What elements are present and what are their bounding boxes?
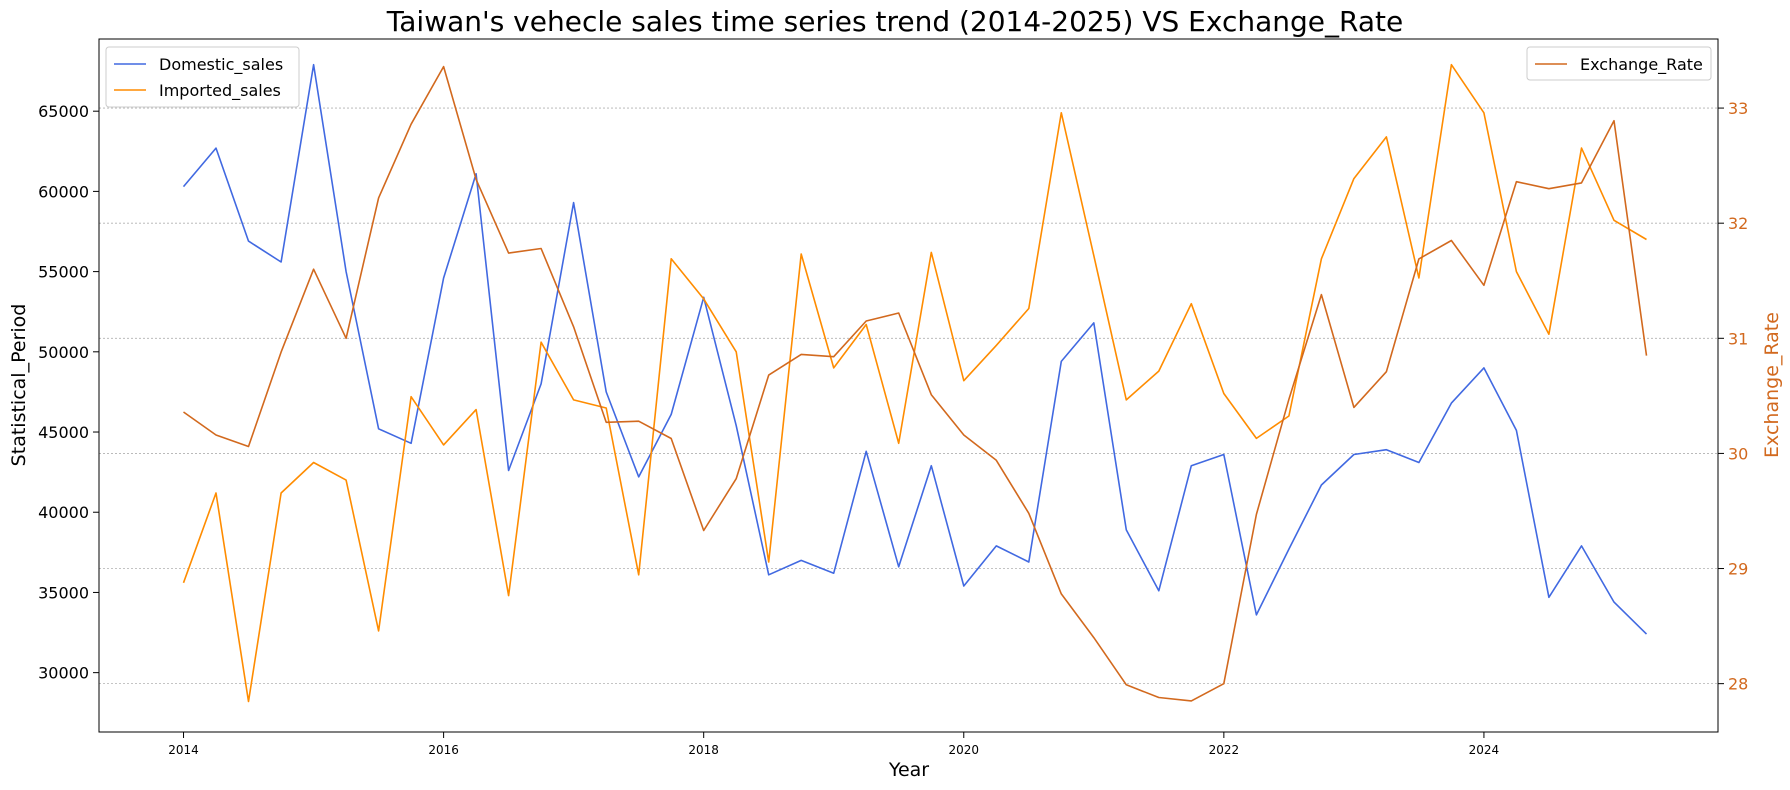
y-tick-label: 45000 xyxy=(38,423,89,442)
y-axis-label: Statistical_Period xyxy=(8,304,30,467)
y-axis-left: 30000 35000 40000 45000 50000 55000 60000 65000 xyxy=(38,102,99,683)
legend-left: Domestic_sales Imported_sales xyxy=(105,46,300,108)
grid-lines xyxy=(99,107,1718,685)
legend-right-box xyxy=(1526,46,1712,81)
series-layer xyxy=(182,63,1648,703)
y-tick-label: 60000 xyxy=(38,182,89,201)
plot-area-frame xyxy=(98,38,1719,733)
x-tick-label: 2022 xyxy=(1209,743,1240,757)
exchange-rate-line xyxy=(183,65,1648,702)
imported-sales-line xyxy=(182,63,1647,703)
x-axis: 2014 2016 2018 2020 2022 2024 xyxy=(168,732,1499,757)
x-tick-label: 2018 xyxy=(688,743,719,757)
chart-title: Taiwan's vehecle sales time series trend… xyxy=(386,5,1403,38)
y-tick-label: 35000 xyxy=(38,583,89,602)
x-axis-label: Year xyxy=(888,759,929,781)
x-tick-label: 2016 xyxy=(428,743,459,757)
x-tick-label: 2020 xyxy=(948,743,979,757)
y2-tick-label: 31 xyxy=(1728,329,1748,348)
legend-label-exchange: Exchange_Rate xyxy=(1580,55,1703,75)
y-tick-label: 40000 xyxy=(38,503,89,522)
y2-tick-label: 29 xyxy=(1728,560,1748,579)
x-tick-label: 2014 xyxy=(168,743,199,757)
y2-tick-label: 33 xyxy=(1728,99,1748,118)
x-tick-label: 2024 xyxy=(1469,743,1500,757)
y2-tick-label: 28 xyxy=(1728,675,1748,694)
y-axis-right: 28 29 30 31 32 33 xyxy=(1718,99,1748,694)
legend-label-imported: Imported_sales xyxy=(159,81,281,101)
y2-axis-label: Exchange_Rate xyxy=(1761,312,1783,458)
y-tick-label: 50000 xyxy=(38,343,89,362)
y-tick-label: 65000 xyxy=(38,102,89,121)
legend-left-box xyxy=(105,46,300,108)
y-tick-label: 55000 xyxy=(38,263,89,282)
domestic-sales-line xyxy=(182,63,1648,635)
y2-tick-label: 30 xyxy=(1728,444,1748,463)
legend-right: Exchange_Rate xyxy=(1526,46,1712,81)
y2-tick-label: 32 xyxy=(1728,214,1748,233)
y-tick-label: 30000 xyxy=(38,664,89,683)
legend-label-domestic: Domestic_sales xyxy=(159,55,283,75)
